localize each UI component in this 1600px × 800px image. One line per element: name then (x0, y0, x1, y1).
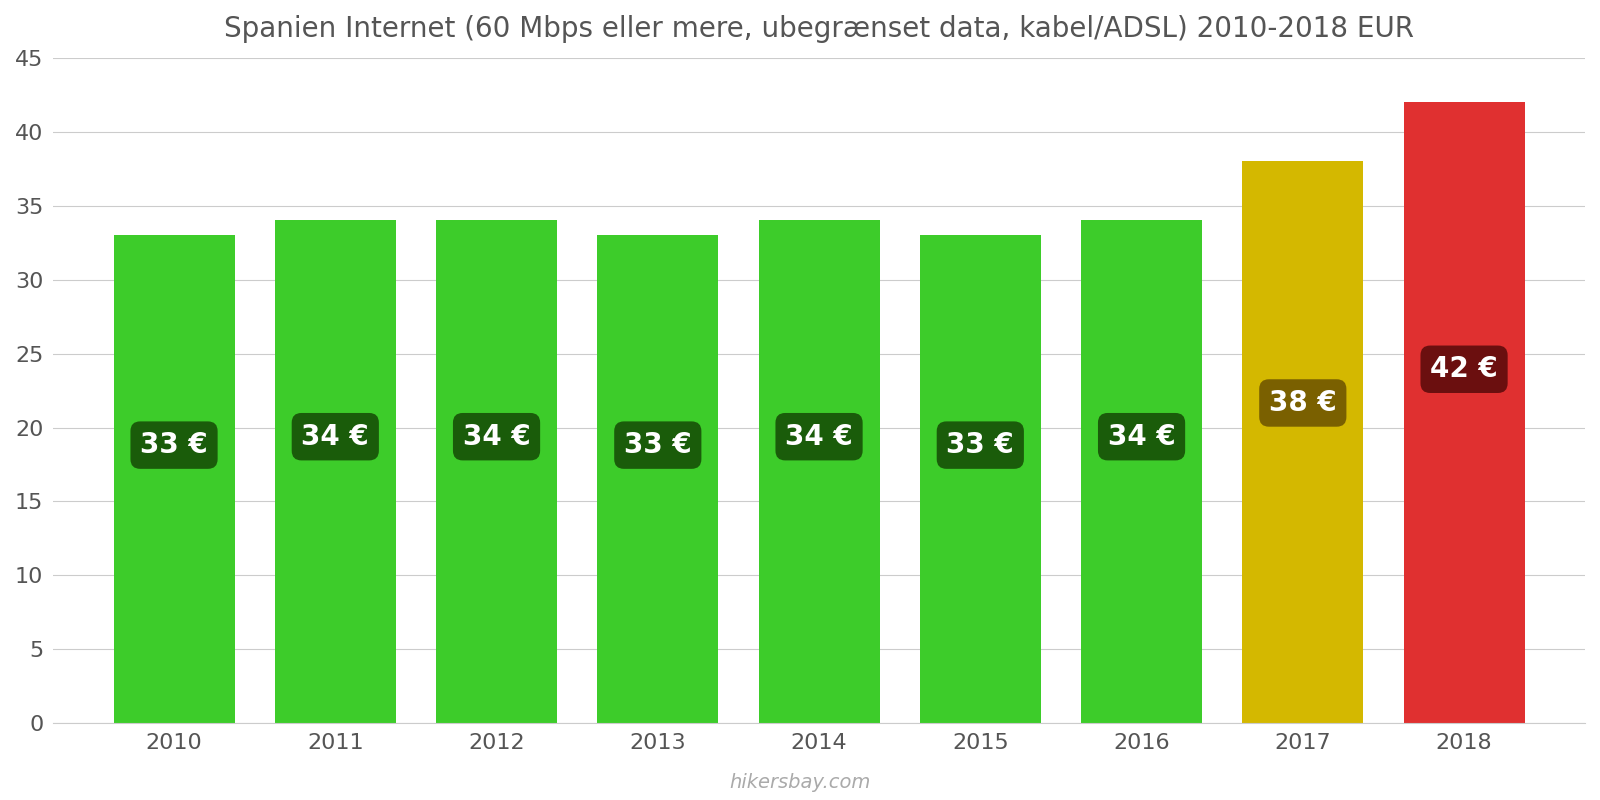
Text: 42 €: 42 € (1430, 355, 1498, 383)
Text: 38 €: 38 € (1269, 389, 1336, 417)
Bar (1403, 102, 1525, 723)
Bar (1082, 221, 1202, 723)
Text: 33 €: 33 € (141, 431, 208, 459)
Text: 34 €: 34 € (1107, 422, 1176, 450)
Bar (597, 235, 718, 723)
Text: 33 €: 33 € (947, 431, 1014, 459)
Text: 34 €: 34 € (786, 422, 853, 450)
Bar (920, 235, 1040, 723)
Bar (1242, 162, 1363, 723)
Text: hikersbay.com: hikersbay.com (730, 773, 870, 792)
Text: 34 €: 34 € (301, 422, 370, 450)
Bar (758, 221, 880, 723)
Bar (437, 221, 557, 723)
Title: Spanien Internet (60 Mbps eller mere, ubegrænset data, kabel/ADSL) 2010-2018 EUR: Spanien Internet (60 Mbps eller mere, ub… (224, 15, 1414, 43)
Text: 33 €: 33 € (624, 431, 691, 459)
Bar (114, 235, 235, 723)
Bar (275, 221, 395, 723)
Text: 34 €: 34 € (462, 422, 531, 450)
